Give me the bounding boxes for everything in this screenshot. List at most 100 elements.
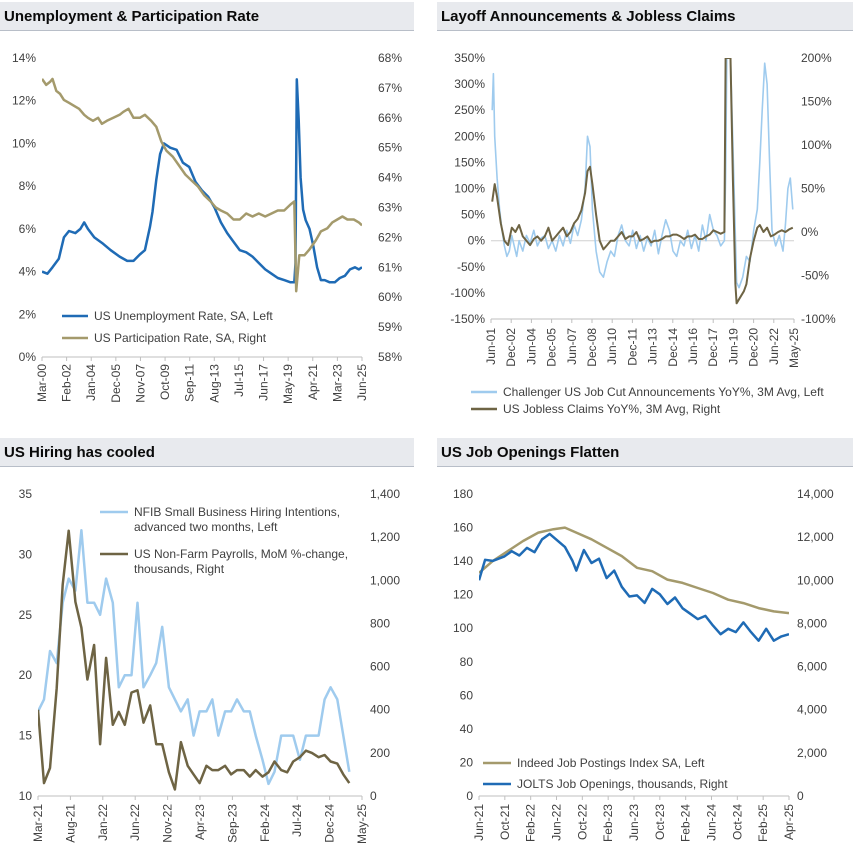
- chart-title: US Job Openings Flatten: [437, 438, 853, 467]
- x-axis-tick-label: Jun-21: [472, 804, 486, 841]
- chart-title: US Hiring has cooled: [0, 438, 414, 467]
- x-axis-tick-label: May-19: [281, 364, 295, 404]
- right-axis-tick-label: 200%: [801, 51, 832, 65]
- x-axis-tick-label: Feb-23: [601, 804, 615, 842]
- x-axis-tick-label: Dec-08: [585, 328, 599, 367]
- right-axis-tick-label: 50%: [801, 182, 825, 196]
- left-axis-tick-label: 0%: [19, 350, 37, 364]
- left-axis-tick-label: 20: [460, 755, 474, 769]
- x-axis-tick-label: Oct-24: [730, 804, 744, 840]
- x-axis-tick-label: Jan-22: [96, 804, 110, 841]
- x-axis-tick-label: Dec-05: [109, 364, 123, 403]
- x-axis-tick-label: Apr-21: [306, 364, 320, 400]
- right-axis-tick-label: 0: [797, 789, 804, 803]
- x-axis-tick-label: Jul-24: [290, 804, 304, 837]
- chart-title: Layoff Announcements & Jobless Claims: [437, 2, 853, 31]
- series-line-2: [42, 77, 362, 293]
- x-axis-tick-label: Jun-19: [726, 328, 740, 365]
- x-axis-tick-label: Jun-24: [705, 804, 719, 841]
- x-axis-tick-label: Dec-11: [625, 328, 639, 366]
- x-axis-tick-label: Sep-11: [183, 364, 197, 402]
- unemployment-participation-chart: 0% 2% 4% 6% 8% 10% 12% 14% 58% 59% 60% 61% 62% 63% 64%…: [12, 51, 402, 404]
- right-axis-tick-label: 150%: [801, 95, 832, 109]
- right-axis-tick-label: 1,400: [370, 487, 400, 501]
- legend-label-line: advanced two months, Left: [134, 520, 278, 534]
- legend-label: Indeed Job Postings Index SA, Left: [517, 756, 705, 770]
- x-axis-tick-label: Oct-22: [575, 804, 589, 840]
- right-axis-tick-label: 63%: [378, 201, 402, 215]
- left-axis-tick-label: 80: [460, 655, 474, 669]
- x-axis-tick-label: Jun-25: [355, 364, 369, 401]
- left-axis-tick-label: 200%: [454, 129, 485, 143]
- left-axis-tick-label: 60: [460, 688, 474, 702]
- right-axis-tick-label: 60%: [378, 290, 402, 304]
- left-axis-tick-label: 150%: [454, 155, 485, 169]
- panel-unemployment: Unemployment & Participation Rate 0% 2% 4%…: [0, 2, 414, 422]
- x-axis-tick-label: Dec-24: [323, 804, 337, 843]
- right-axis-tick-label: 61%: [378, 260, 402, 274]
- x-axis-tick-label: Jun-22: [767, 328, 781, 365]
- x-axis-tick-label: Mar-21: [31, 804, 45, 842]
- left-axis-tick-label: 50%: [461, 208, 485, 222]
- right-axis-tick-label: 65%: [378, 141, 402, 155]
- right-axis-tick-label: 4,000: [797, 703, 827, 717]
- legend-label: JOLTS Job Openings, thousands, Right: [517, 777, 728, 791]
- x-axis-tick-label: Jun-17: [257, 364, 271, 401]
- x-axis-tick-label: Jul-15: [232, 364, 246, 397]
- left-axis-tick-label: 4%: [19, 265, 37, 279]
- right-axis-tick-label: 62%: [378, 230, 402, 244]
- x-axis-tick-label: May-25: [355, 804, 369, 844]
- x-axis-tick-label: Feb-02: [60, 364, 74, 402]
- left-axis-tick-label: 15: [19, 729, 33, 743]
- legend-label: NFIB Small Business Hiring Intentions, ad…: [134, 505, 340, 534]
- series-line-1: [491, 58, 794, 289]
- right-axis-tick-label: 68%: [378, 51, 402, 65]
- legend-label: US Unemployment Rate, SA, Left: [94, 309, 273, 323]
- right-axis-tick-label: 14,000: [797, 487, 834, 501]
- x-axis-tick-label: Dec-20: [747, 328, 761, 367]
- x-axis-tick-label: Feb-25: [756, 804, 770, 842]
- right-axis-tick-label: 59%: [378, 320, 402, 334]
- legend-label-line: thousands, Right: [134, 562, 225, 576]
- left-axis-tick-label: -100%: [450, 286, 485, 300]
- left-axis-tick-label: 100%: [454, 182, 485, 196]
- x-axis-tick-label: Jun-04: [524, 328, 538, 365]
- left-axis-tick-label: 30: [19, 547, 33, 561]
- x-axis-tick-label: Mar-00: [35, 364, 49, 402]
- left-axis-tick-label: 100: [453, 621, 473, 635]
- right-axis-tick-label: 0%: [801, 225, 819, 239]
- left-axis-tick-label: 350%: [454, 51, 485, 65]
- series-line-2: [491, 58, 794, 305]
- x-axis-tick-label: Nov-22: [161, 804, 175, 843]
- left-axis-tick-label: 12%: [12, 94, 36, 108]
- left-axis-tick-label: 20: [19, 668, 33, 682]
- left-axis-tick-label: -50%: [457, 260, 485, 274]
- left-axis-tick-label: 2%: [19, 307, 37, 321]
- right-axis-tick-label: 8,000: [797, 616, 827, 630]
- right-axis-tick-label: 800: [370, 616, 390, 630]
- left-axis-tick-label: 0%: [468, 234, 486, 248]
- right-axis-tick-label: 67%: [378, 81, 402, 95]
- left-axis-tick-label: 160: [453, 521, 473, 535]
- left-axis-tick-label: 14%: [12, 51, 36, 65]
- x-axis-tick-label: Jun-22: [128, 804, 142, 841]
- x-axis-tick-label: Jun-01: [484, 328, 498, 365]
- x-axis-tick-label: Oct-23: [653, 804, 667, 840]
- right-axis-tick-label: 58%: [378, 350, 402, 364]
- chart-title: Unemployment & Participation Rate: [0, 2, 414, 31]
- right-axis-tick-label: 100%: [801, 138, 832, 152]
- x-axis-tick-label: Dec-17: [706, 328, 720, 367]
- panel-hiring: US Hiring has cooled 10 15 20 25 30 35 0 200 400…: [0, 438, 414, 853]
- x-axis-tick-label: Oct-21: [498, 804, 512, 840]
- right-axis-tick-label: 200: [370, 746, 390, 760]
- panel-job-openings: US Job Openings Flatten 0 20 40 60 80 100 120 1…: [437, 438, 853, 853]
- series-line-1: [479, 526, 789, 615]
- x-axis-tick-label: Apr-25: [782, 804, 796, 840]
- panel-layoffs: Layoff Announcements & Jobless Claims -1…: [437, 2, 853, 422]
- right-axis-tick-label: 66%: [378, 111, 402, 125]
- right-axis-tick-label: 2,000: [797, 746, 827, 760]
- legend-label-line: NFIB Small Business Hiring Intentions,: [134, 505, 340, 519]
- x-axis-tick-label: Jan-04: [84, 364, 98, 401]
- x-axis-tick-label: Jun-16: [686, 328, 700, 365]
- x-axis-tick-label: Nov-07: [133, 364, 147, 403]
